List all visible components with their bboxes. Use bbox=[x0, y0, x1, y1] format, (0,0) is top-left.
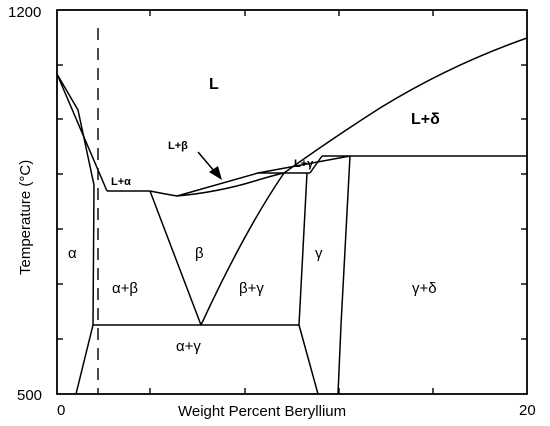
gamma-left-boundary bbox=[298, 172, 319, 395]
y-axis-title: Temperature (°C) bbox=[17, 160, 34, 275]
region-liquid: L bbox=[209, 76, 219, 93]
tick-marks bbox=[57, 10, 527, 394]
solidus-alpha bbox=[56, 73, 95, 186]
x-axis-title: Weight Percent Beryllium bbox=[178, 403, 346, 420]
liquidus-beta bbox=[149, 172, 285, 197]
alpha-solvus-upper bbox=[92, 184, 95, 326]
region-l-beta: L+β bbox=[168, 140, 188, 152]
region-alpha-beta: α+β bbox=[112, 280, 138, 297]
x-tick-label-left: 0 bbox=[57, 402, 65, 419]
l-beta-arrow bbox=[197, 151, 222, 180]
region-alpha: α bbox=[68, 245, 77, 262]
liquidus-alpha bbox=[56, 73, 108, 192]
region-l-delta: L+δ bbox=[411, 111, 440, 128]
x-tick-label-right: 20 bbox=[519, 402, 536, 419]
phase-boundaries bbox=[56, 37, 528, 395]
region-beta: β bbox=[195, 245, 204, 262]
region-beta-gamma: β+γ bbox=[239, 280, 264, 297]
y-tick-label-top: 1200 bbox=[8, 4, 41, 21]
alpha-solvus-lower bbox=[75, 324, 94, 395]
plot-frame bbox=[56, 9, 528, 395]
beta-left-boundary bbox=[149, 190, 202, 326]
region-alpha-gamma: α+γ bbox=[176, 338, 201, 355]
region-l-gamma: L+γ bbox=[294, 158, 314, 170]
solidus-beta bbox=[176, 155, 351, 197]
y-tick-label-bottom: 500 bbox=[17, 387, 42, 404]
gamma-right-boundary bbox=[309, 155, 323, 174]
beta-right-boundary bbox=[200, 172, 285, 326]
gamma-delta-boundary bbox=[337, 155, 351, 395]
region-gamma: γ bbox=[315, 245, 323, 262]
region-l-alpha: L+α bbox=[111, 176, 131, 188]
region-gamma-delta: γ+δ bbox=[412, 280, 437, 297]
liquidus-delta bbox=[283, 37, 528, 174]
